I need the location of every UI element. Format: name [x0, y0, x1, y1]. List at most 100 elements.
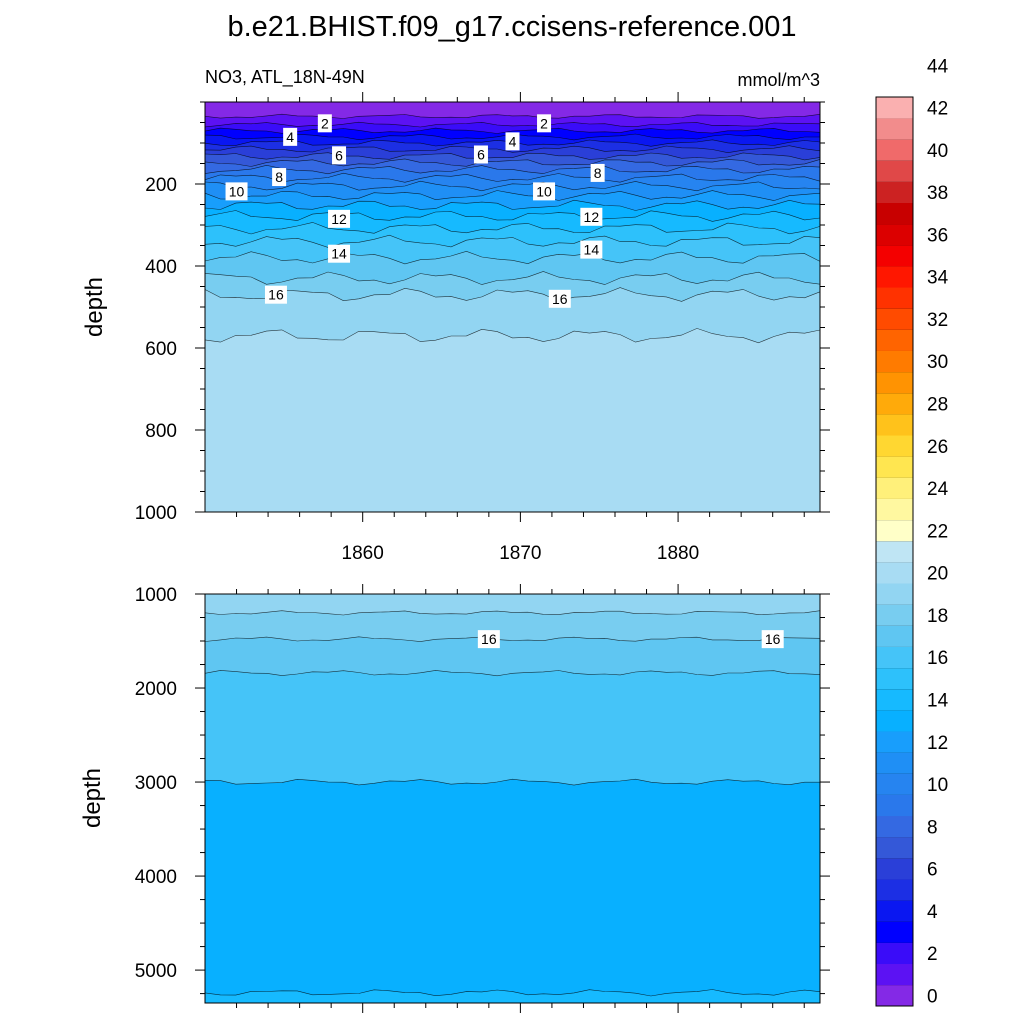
colorbar-swatch — [876, 836, 913, 859]
colorbar-label: 42 — [927, 99, 948, 120]
colorbar-label: 40 — [927, 141, 948, 162]
colorbar-label: 6 — [927, 860, 938, 881]
x-tick-label: 1870 — [499, 543, 541, 564]
colorbar-swatch — [876, 139, 913, 161]
contour-label-box — [580, 207, 603, 226]
colorbar-swatch — [876, 794, 913, 817]
colorbar-swatch — [876, 562, 913, 584]
colorbar-swatch — [876, 392, 913, 415]
colorbar-label: 16 — [927, 648, 948, 669]
contour-label: 16 — [552, 291, 568, 307]
contour-label-box — [761, 630, 784, 649]
contour-line — [204, 164, 821, 175]
contour-label-box — [328, 244, 351, 263]
colorbar-swatch — [876, 160, 913, 182]
contour-label-box — [537, 114, 552, 133]
colorbar-swatch — [876, 244, 913, 267]
upper-y-axis-label: depth — [81, 277, 108, 337]
contour-band — [205, 779, 820, 1003]
y-tick-label: 200 — [145, 175, 177, 196]
contour-label-box — [272, 168, 287, 187]
colorbar-swatch — [876, 583, 913, 605]
colorbar-swatch — [876, 202, 913, 225]
colorbar-swatch — [876, 921, 913, 943]
contour-label: 4 — [286, 129, 294, 145]
contour-label: 2 — [540, 115, 548, 131]
contour-label: 12 — [331, 211, 347, 227]
contour-line — [204, 670, 821, 677]
contour-label-box — [505, 132, 520, 151]
y-tick-label: 800 — [145, 421, 177, 442]
contour-line — [204, 271, 821, 285]
lower-panel-contours — [204, 610, 821, 997]
upper-panel: 2 2 4 4 6 6 8 8 10 10 12 12 14 14 16 16 1860 1870 1880 20… — [81, 92, 830, 564]
upper-y-ticks: 200 400 600 800 1000 — [135, 101, 830, 524]
contour-line — [204, 778, 820, 786]
contour-line — [204, 145, 821, 154]
contour-line — [204, 210, 821, 222]
colorbar-label: 0 — [927, 986, 938, 1007]
contour-label: 12 — [584, 209, 600, 225]
contour-line — [204, 234, 821, 248]
colorbar-label: 28 — [927, 395, 948, 416]
colorbar-swatch — [876, 667, 913, 690]
contour-line — [204, 199, 821, 211]
colorbar-swatch — [876, 963, 913, 986]
contour-label-box — [225, 182, 248, 201]
lower-y-axis-label: depth — [79, 768, 106, 828]
contour-label: 4 — [509, 133, 517, 149]
colorbar-label: 8 — [927, 817, 938, 838]
colorbar-swatch — [876, 223, 913, 246]
colorbar-swatch — [876, 858, 913, 880]
colorbar-label: 36 — [927, 225, 948, 246]
x-tick-label: 1860 — [342, 543, 384, 564]
colorbar-swatch — [876, 329, 913, 351]
upper-panel-contours — [204, 113, 821, 344]
colorbar-swatch — [876, 308, 913, 330]
contour-line — [204, 190, 821, 201]
contour-label-box — [580, 240, 603, 259]
contour-label-box — [328, 209, 351, 228]
colorbar-label: 34 — [927, 268, 949, 289]
contour-label: 8 — [275, 169, 283, 185]
colorbar-swatch — [876, 815, 913, 838]
colorbar-swatch — [876, 752, 913, 774]
colorbar-label: 14 — [927, 690, 949, 711]
colorbar-label: 44 — [927, 56, 949, 77]
contour-label-box — [590, 163, 605, 182]
y-tick-label: 400 — [145, 257, 177, 278]
colorbar-swatch — [876, 287, 913, 309]
colorbar-label: 22 — [927, 521, 948, 542]
contour-line — [204, 172, 821, 183]
contour-label: 10 — [229, 183, 245, 199]
colorbar-swatch — [876, 519, 913, 542]
colorbar-label: 12 — [927, 733, 948, 754]
colorbar-swatch — [876, 181, 913, 203]
upper-panel-contour-labels: 2 2 4 4 6 6 8 8 10 10 12 12 14 14 16 16 — [225, 114, 605, 308]
contour-line — [204, 152, 821, 161]
contour-label-box — [264, 285, 287, 304]
colorbar-swatch — [876, 646, 913, 669]
colorbar-label: 4 — [927, 902, 938, 923]
upper-x-ticks: 1860 1870 1880 — [236, 92, 805, 564]
contour-label: 8 — [594, 165, 602, 181]
colorbar-swatch — [876, 540, 913, 563]
y-tick-label: 600 — [145, 339, 177, 360]
contour-label-box — [477, 630, 500, 649]
colorbar-swatch — [876, 710, 913, 732]
colorbar-label: 38 — [927, 183, 948, 204]
contour-label-box — [317, 114, 332, 133]
colorbar-label: 10 — [927, 775, 948, 796]
colorbar-swatch — [876, 371, 913, 394]
contour-label: 16 — [268, 287, 284, 303]
colorbar-swatch — [876, 688, 913, 711]
colorbar: 0246810121416182022242628303234363840424… — [875, 56, 949, 1007]
colorbar-swatch — [876, 350, 913, 373]
lower-panel-fill — [205, 594, 820, 1003]
contour-line — [204, 328, 821, 344]
colorbar-swatch — [876, 625, 913, 647]
colorbar-swatch — [876, 879, 913, 901]
contour-label: 6 — [335, 147, 343, 163]
